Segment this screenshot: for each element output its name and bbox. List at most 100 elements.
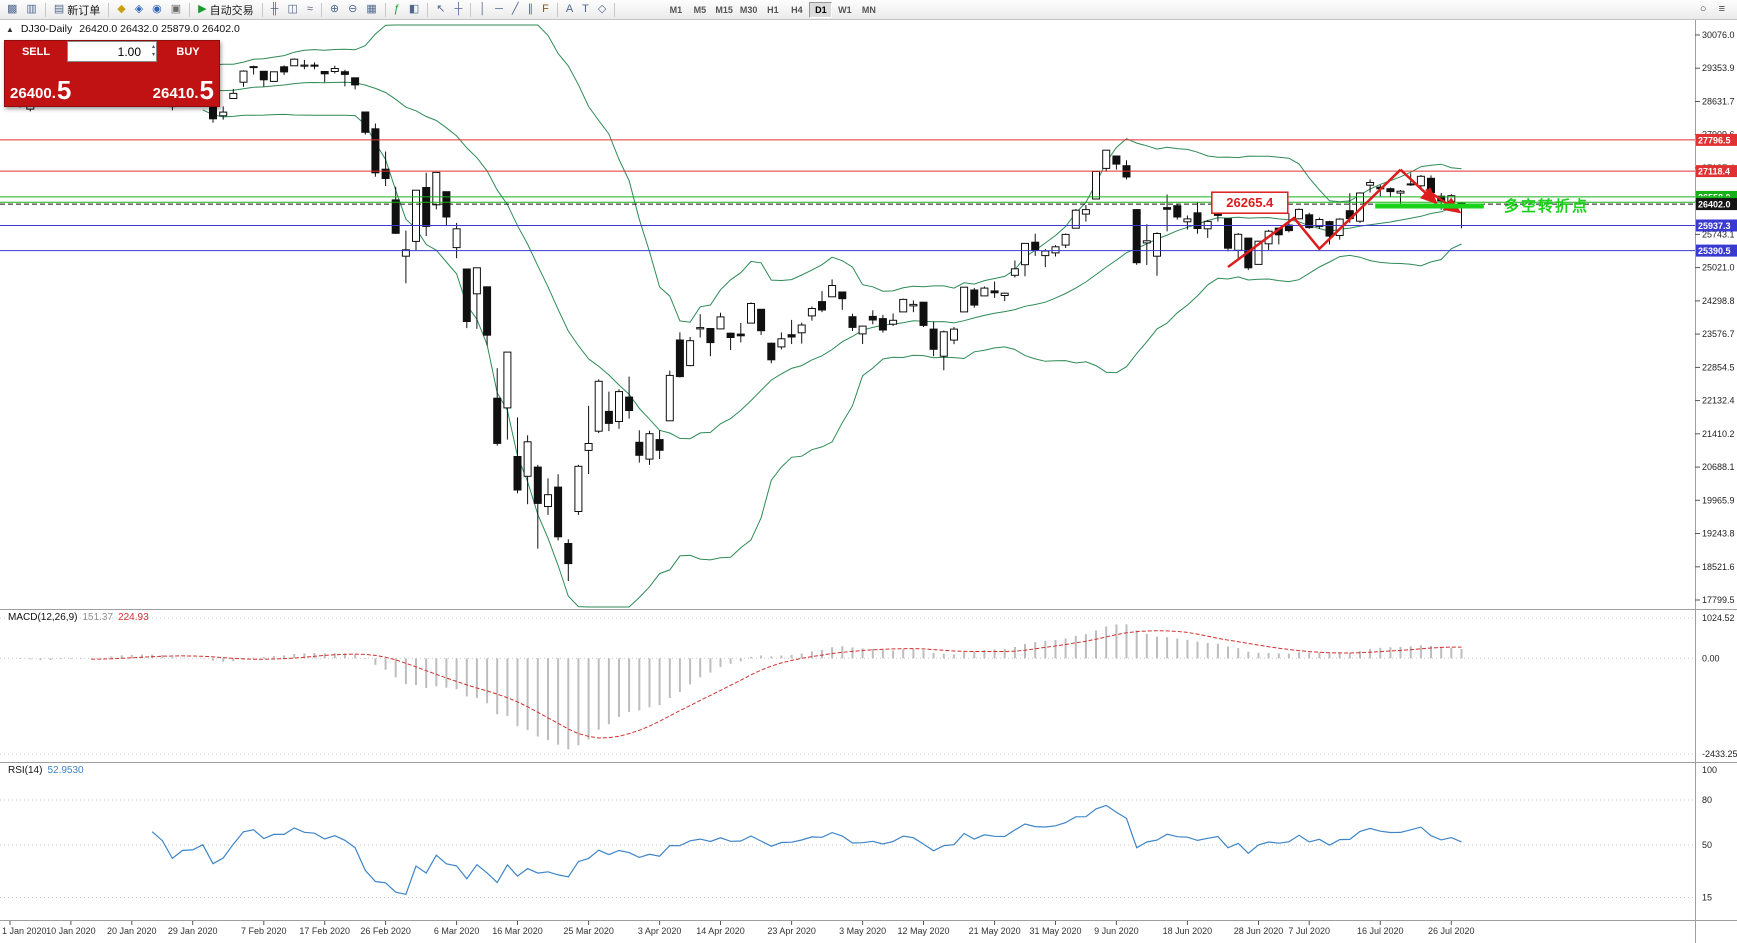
sell-price-frac: 5 xyxy=(56,75,72,105)
svg-text:26402.0: 26402.0 xyxy=(1698,200,1731,210)
price-scale[interactable]: 30076.029353.928631.727909.627187.426465… xyxy=(1695,30,1737,903)
buy-price-main: 26410 xyxy=(152,85,195,102)
svg-text:27118.4: 27118.4 xyxy=(1698,167,1730,177)
svg-text:80: 80 xyxy=(1702,795,1712,805)
templates-icon[interactable]: ◧ xyxy=(405,1,423,18)
annotations-layer[interactable]: 26265.4 多空转折点 xyxy=(1211,168,1589,269)
toolbar-separator xyxy=(427,2,429,17)
toolbar-separator xyxy=(320,2,322,17)
svg-text:1 Jan 2020: 1 Jan 2020 xyxy=(2,926,47,936)
rsi-header: RSI(14) 52.9530 xyxy=(8,765,84,776)
svg-text:3 Apr 2020: 3 Apr 2020 xyxy=(638,926,682,936)
timeframe-m30[interactable]: M30 xyxy=(737,2,761,18)
text-label-icon[interactable]: T xyxy=(578,1,593,18)
tile-windows-icon[interactable]: ▦ xyxy=(362,1,380,18)
svg-text:30076.0: 30076.0 xyxy=(1702,30,1735,40)
svg-text:26 Jul 2020: 26 Jul 2020 xyxy=(1428,926,1475,936)
search-icon[interactable]: ○ xyxy=(1696,1,1711,18)
sell-button[interactable]: SELL xyxy=(5,41,67,62)
volume-spinner[interactable]: ▴ ▾ xyxy=(152,43,155,59)
indicators-icon[interactable]: ƒ xyxy=(390,1,404,18)
volume-value: 1.00 xyxy=(117,44,141,59)
terminal-icon[interactable]: ▣ xyxy=(167,1,185,18)
zoom-in-icon[interactable]: ⊕ xyxy=(326,1,343,18)
spinner-up-icon[interactable]: ▴ xyxy=(151,44,155,50)
trend-zigzag-line xyxy=(1227,168,1402,269)
svg-text:26 Feb 2020: 26 Feb 2020 xyxy=(360,926,411,936)
svg-text:16 Jul 2020: 16 Jul 2020 xyxy=(1357,926,1404,936)
svg-text:29 Jan 2020: 29 Jan 2020 xyxy=(168,926,218,936)
toolbar-separator xyxy=(470,2,472,17)
price-note-text: 26265.4 xyxy=(1226,195,1274,210)
svg-text:18 Jun 2020: 18 Jun 2020 xyxy=(1163,926,1213,936)
new-order-button[interactable]: ▤ 新订单 xyxy=(50,1,104,18)
time-axis[interactable]: 1 Jan 2020 10 Jan 2020 20 Jan 2020 29 Jan 2… xyxy=(2,921,1475,936)
buy-button[interactable]: BUY xyxy=(157,41,219,62)
toolbar: ▩ ▥ ▤ 新订单 ◆ ◈ ◉ ▣ ▶ 自动交易 ╫ ◫ ≈ ⊕ ⊖ ▦ ƒ ◧ ↖ ┼ │ ─ ╱ ∥ F A T ◇ M1 M5 M1… xyxy=(0,0,1737,20)
buy-price[interactable]: 26410. 5 xyxy=(152,77,214,103)
volume-input[interactable]: 1.00 ▴ ▾ xyxy=(67,41,157,62)
zoom-out-icon[interactable]: ⊖ xyxy=(344,1,361,18)
macd-main-value: 151.37 xyxy=(82,612,114,623)
marketwatch-icon[interactable]: ◆ xyxy=(113,1,129,18)
timeframe-m15[interactable]: M15 xyxy=(712,2,736,18)
svg-text:100: 100 xyxy=(1702,765,1717,775)
line-chart-icon[interactable]: ≈ xyxy=(303,1,317,18)
svg-text:21 May 2020: 21 May 2020 xyxy=(969,926,1021,936)
data-window-icon[interactable]: ◈ xyxy=(131,1,147,18)
timeframe-d1[interactable]: D1 xyxy=(809,1,833,18)
horizontal-line-icon[interactable]: ─ xyxy=(491,1,507,18)
rsi-value: 52.9530 xyxy=(47,765,84,776)
collapse-icon[interactable]: ▲ xyxy=(6,24,14,34)
bar-chart-icon[interactable]: ╫ xyxy=(267,1,283,18)
svg-text:17 Feb 2020: 17 Feb 2020 xyxy=(299,926,350,936)
vertical-line-icon[interactable]: │ xyxy=(475,1,490,18)
menu-icon[interactable]: ≡ xyxy=(1715,1,1729,18)
rsi-line xyxy=(151,804,1462,895)
svg-text:23576.7: 23576.7 xyxy=(1702,329,1735,339)
svg-text:3 May 2020: 3 May 2020 xyxy=(839,926,886,936)
svg-text:15: 15 xyxy=(1702,893,1712,903)
svg-text:25390.5: 25390.5 xyxy=(1698,246,1731,256)
down-arrow xyxy=(1399,168,1438,205)
timeframe-h1[interactable]: H1 xyxy=(761,2,784,18)
fibonacci-icon[interactable]: F xyxy=(538,1,553,18)
svg-text:29353.9: 29353.9 xyxy=(1702,63,1735,73)
svg-text:1024.52: 1024.52 xyxy=(1702,613,1735,623)
equidistant-channel-icon[interactable]: ∥ xyxy=(524,1,538,18)
timeframe-mn[interactable]: MN xyxy=(857,2,880,18)
toolbar-separator xyxy=(189,2,191,17)
svg-text:22854.5: 22854.5 xyxy=(1702,362,1735,372)
cursor-icon[interactable]: ↖ xyxy=(432,1,449,18)
sell-price-dot: . xyxy=(51,85,56,102)
trendline-icon[interactable]: ╱ xyxy=(508,1,523,18)
svg-text:28631.7: 28631.7 xyxy=(1702,97,1735,107)
text-icon[interactable]: A xyxy=(562,1,577,18)
svg-text:25021.0: 25021.0 xyxy=(1702,263,1735,273)
timeframe-m5[interactable]: M5 xyxy=(688,2,711,18)
spinner-down-icon[interactable]: ▾ xyxy=(151,52,155,58)
candlestick-chart-icon[interactable]: ◫ xyxy=(283,1,301,18)
svg-text:0.00: 0.00 xyxy=(1702,653,1720,663)
timeframe-w1[interactable]: W1 xyxy=(833,2,856,18)
shapes-icon[interactable]: ◇ xyxy=(594,1,610,18)
autotrading-button[interactable]: ▶ 自动交易 xyxy=(194,1,257,18)
new-chart-icon[interactable]: ▩ xyxy=(3,1,21,18)
turning-point-text: 多空转折点 xyxy=(1504,197,1589,215)
profiles-icon[interactable]: ▥ xyxy=(22,1,40,18)
timeframe-group: M1 M5 M15 M30 H1 H4 D1 W1 MN xyxy=(664,1,880,18)
svg-text:20688.1: 20688.1 xyxy=(1702,462,1735,472)
sell-price[interactable]: 26400. 5 xyxy=(10,75,72,105)
svg-text:20 Jan 2020: 20 Jan 2020 xyxy=(107,926,157,936)
toolbar-separator xyxy=(44,2,46,17)
timeframe-m1[interactable]: M1 xyxy=(664,2,687,18)
crosshair-icon[interactable]: ┼ xyxy=(450,1,466,18)
svg-text:18521.6: 18521.6 xyxy=(1702,562,1735,572)
macd-signal-line xyxy=(91,630,1462,739)
macd-panel xyxy=(0,617,1695,755)
svg-text:25 Mar 2020: 25 Mar 2020 xyxy=(563,926,614,936)
navigator-icon[interactable]: ◉ xyxy=(148,1,166,18)
timeframe-h4[interactable]: H4 xyxy=(785,2,808,18)
